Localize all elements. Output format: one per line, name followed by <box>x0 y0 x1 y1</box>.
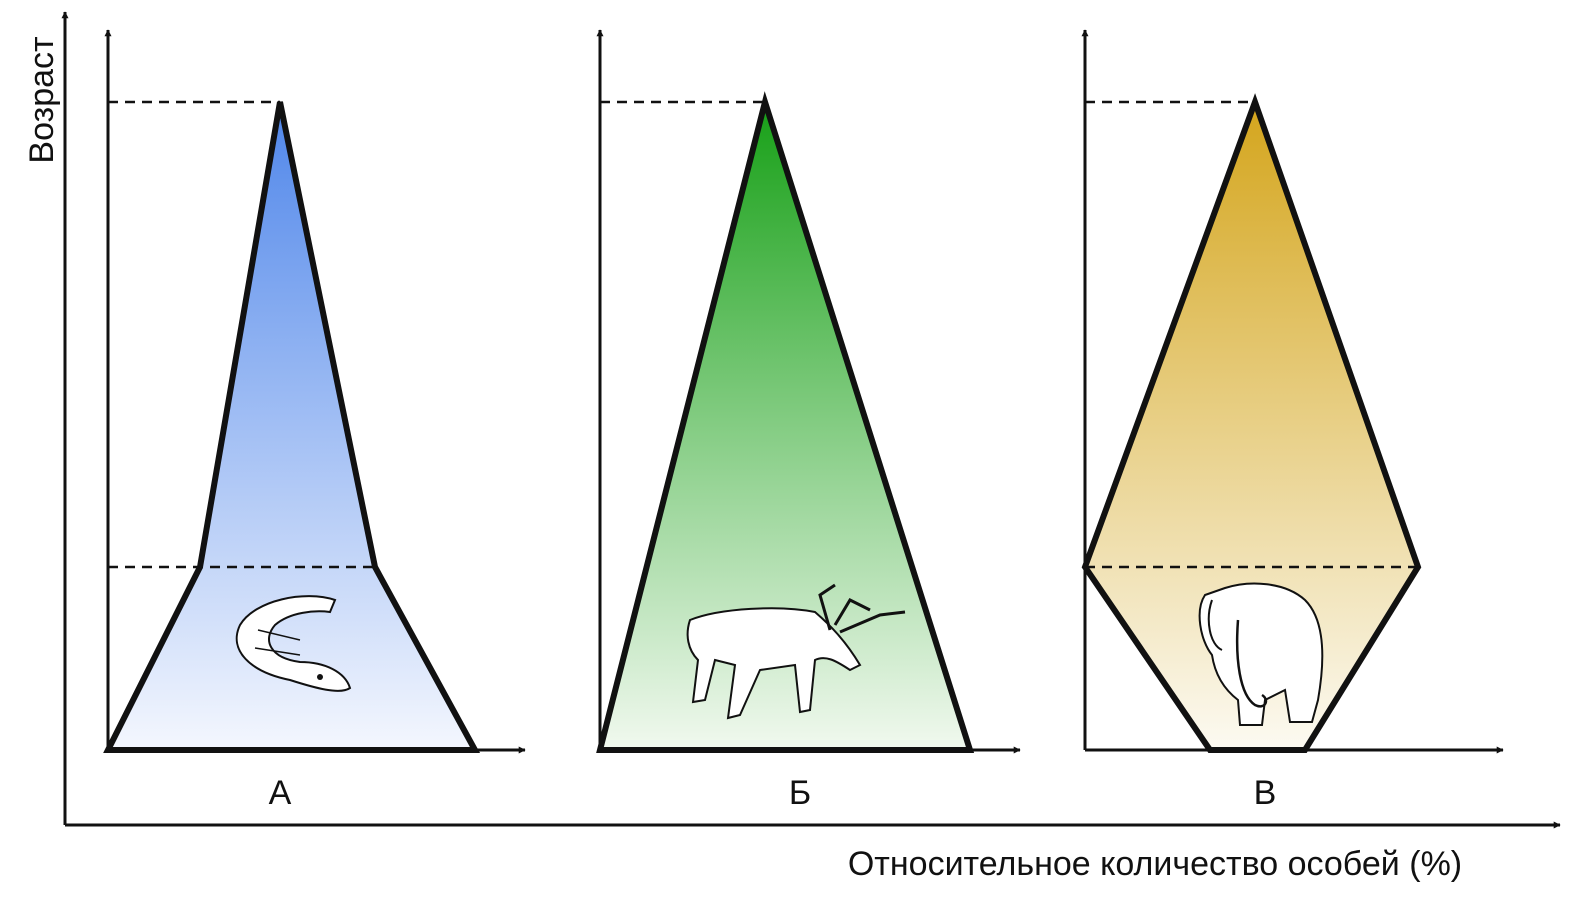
x-axis-label: Относительное количество особей (%) <box>848 845 1462 883</box>
diagram: Возраст Относительное количество особей … <box>0 0 1583 898</box>
panel-label: В <box>1254 774 1277 812</box>
panel-a: А <box>108 30 525 812</box>
panel-b: Б <box>600 30 1020 812</box>
panel-label: А <box>269 774 292 812</box>
panel-label: Б <box>789 774 811 812</box>
y-axis-label: Возраст <box>23 36 61 163</box>
panel-c: В <box>1085 30 1503 812</box>
pyramid <box>108 102 475 750</box>
